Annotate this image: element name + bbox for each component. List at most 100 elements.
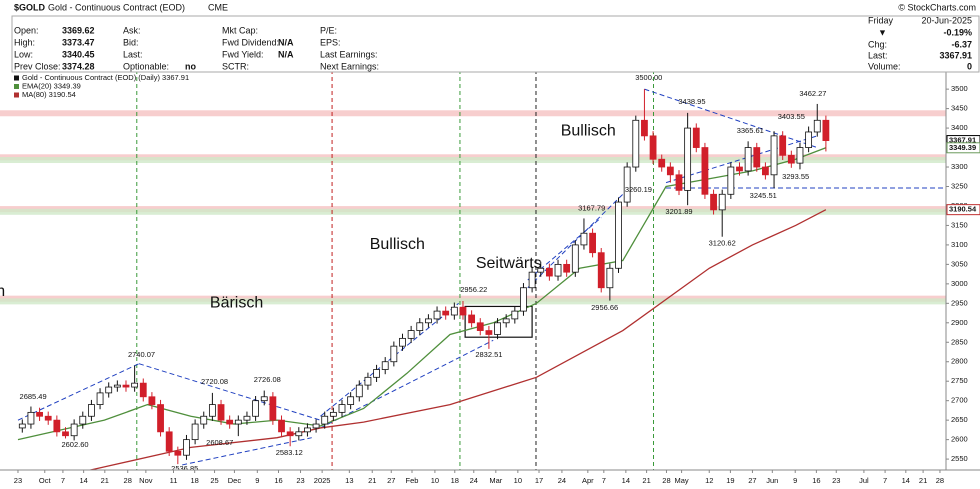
price-tag: 3367.91 bbox=[949, 136, 976, 145]
x-tick-label: Jul bbox=[859, 476, 869, 485]
price-label: 3201.89 bbox=[665, 207, 692, 216]
x-tick-label: 10 bbox=[431, 476, 439, 485]
candle-body bbox=[200, 415, 208, 425]
candle-body bbox=[468, 314, 476, 324]
candle-body bbox=[692, 127, 700, 148]
candle-body bbox=[822, 119, 830, 141]
x-tick-label: 24 bbox=[470, 476, 478, 485]
candle-body bbox=[390, 345, 398, 363]
trendline bbox=[644, 88, 818, 149]
field-value: N/A bbox=[278, 37, 294, 47]
price-label: 2602.60 bbox=[61, 440, 88, 449]
field-label: EPS: bbox=[320, 37, 341, 47]
instrument-title: Gold - Continuous Contract (EOD) bbox=[48, 2, 185, 12]
field-value: 0 bbox=[967, 61, 972, 71]
change-pct: -0.19% bbox=[943, 27, 972, 37]
field-label: Fwd Yield: bbox=[222, 49, 264, 59]
candle-body bbox=[675, 174, 683, 191]
legend-label: EMA(20) 3349.39 bbox=[22, 81, 81, 90]
candle-body bbox=[727, 166, 735, 195]
candle-body bbox=[684, 127, 692, 191]
trendline bbox=[182, 437, 312, 466]
candle-body bbox=[252, 400, 259, 417]
x-tick-label: 10 bbox=[514, 476, 522, 485]
candle-body bbox=[321, 415, 329, 425]
y-tick-label: 3500 bbox=[951, 84, 968, 93]
plot-area: Bärisch Bullisch Seitwärts Bullisch h 2685.49… bbox=[0, 72, 946, 470]
candle-body bbox=[62, 431, 69, 437]
candle-body bbox=[701, 147, 709, 195]
header: $GOLD Gold - Continuous Contract (EOD) C… bbox=[11, 2, 980, 73]
candle-body bbox=[416, 322, 424, 331]
candle-body bbox=[787, 154, 795, 164]
x-tick-label: 24 bbox=[558, 476, 566, 485]
x-tick-label: Feb bbox=[406, 476, 419, 485]
price-label: 2608.67 bbox=[206, 438, 233, 447]
candle-body bbox=[433, 310, 441, 320]
x-tick-label: 9 bbox=[255, 476, 259, 485]
candle-body bbox=[537, 267, 545, 273]
candle-body bbox=[399, 337, 406, 347]
candle-body bbox=[762, 166, 769, 176]
candle-body bbox=[554, 263, 562, 277]
price-tag: 3190.54 bbox=[949, 205, 977, 214]
level-band bbox=[0, 208, 946, 215]
x-tick-label: 21 bbox=[101, 476, 109, 485]
candle-body bbox=[658, 158, 666, 168]
x-tick-label: 7 bbox=[883, 476, 887, 485]
annotation: Seitwärts bbox=[476, 255, 542, 272]
annotation: h bbox=[0, 283, 5, 300]
field-label: Volume: bbox=[868, 61, 901, 71]
field-label: Low: bbox=[14, 49, 33, 59]
legend-label: MA(80) 3190.54 bbox=[22, 90, 76, 99]
x-tick-label: 11 bbox=[170, 476, 178, 485]
candle-body bbox=[243, 415, 251, 421]
legend-swatch bbox=[14, 92, 19, 98]
x-tick-label: 18 bbox=[451, 476, 459, 485]
trendline bbox=[665, 135, 818, 184]
candle-body bbox=[79, 415, 87, 425]
price-label: 3167.79 bbox=[578, 203, 605, 212]
candle-body bbox=[148, 396, 156, 405]
field-value: 3374.28 bbox=[62, 61, 95, 71]
x-tick-label: 14 bbox=[79, 476, 87, 485]
field-label: SCTR: bbox=[222, 61, 249, 71]
price-label: 3500.00 bbox=[635, 73, 662, 82]
x-tick-label: 28 bbox=[936, 476, 944, 485]
price-label: 2726.08 bbox=[254, 375, 281, 384]
candle-body bbox=[571, 244, 579, 273]
price-label: 3260.19 bbox=[625, 185, 652, 194]
price-label: 2583.12 bbox=[276, 448, 303, 457]
candle-body bbox=[779, 135, 787, 156]
candle-body bbox=[139, 382, 147, 398]
ma-line bbox=[87, 209, 827, 470]
field-label: Last: bbox=[123, 49, 143, 59]
field-value: 3367.91 bbox=[939, 50, 972, 60]
y-tick-label: 2800 bbox=[951, 357, 968, 366]
x-tick-label: 16 bbox=[812, 476, 820, 485]
price-label: 3462.27 bbox=[799, 89, 826, 98]
price-tag: 3349.39 bbox=[949, 143, 976, 152]
candle-body bbox=[623, 166, 631, 203]
copyright: © StockCharts.com bbox=[898, 2, 976, 12]
legend-swatch bbox=[14, 75, 19, 81]
candle-body bbox=[364, 376, 372, 386]
field-value: -6.37 bbox=[951, 39, 972, 49]
candle-body bbox=[641, 119, 648, 137]
candle-body bbox=[494, 322, 501, 335]
field-value: 3340.45 bbox=[62, 49, 95, 59]
y-tick-label: 3050 bbox=[951, 259, 968, 268]
candle-body bbox=[53, 419, 61, 433]
x-tick-label: 28 bbox=[124, 476, 132, 485]
day: Friday bbox=[868, 15, 894, 25]
candle-body bbox=[44, 415, 52, 421]
field-label: Chg: bbox=[868, 39, 887, 49]
candle-body bbox=[295, 431, 303, 437]
x-tick-label: 7 bbox=[602, 476, 606, 485]
y-tick-label: 2700 bbox=[951, 396, 968, 405]
x-tick-label: 21 bbox=[642, 476, 650, 485]
trendline bbox=[320, 302, 459, 417]
candle-body bbox=[27, 411, 35, 425]
candle-body bbox=[545, 267, 553, 277]
x-tick-label: 25 bbox=[210, 476, 218, 485]
